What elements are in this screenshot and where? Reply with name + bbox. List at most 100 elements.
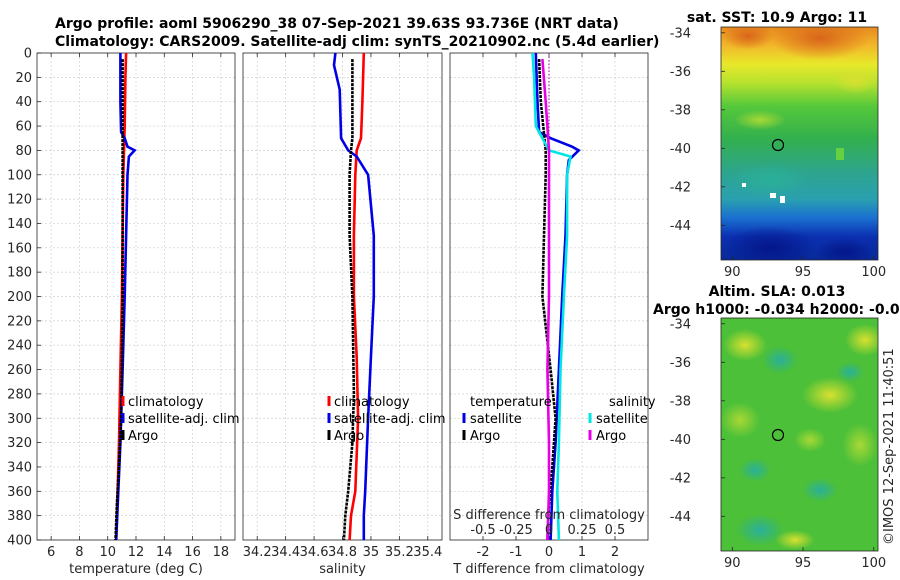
sstTicks-y-tick: -36: [670, 65, 691, 80]
slaTicks-y-tick: -44: [670, 510, 691, 525]
salinity-legend-item: Argo: [334, 429, 364, 444]
slaTicks-y-tick: -36: [670, 356, 691, 371]
difference-series-s-satellite: [531, 52, 572, 541]
diff-s-tick: 0: [545, 523, 553, 538]
temperature-legend-item: satellite-adj. clim: [128, 412, 240, 427]
difference-x-tick: -2: [477, 545, 490, 560]
sstTicks-x-tick: 100: [861, 265, 886, 280]
diff-s-tick: -0.25: [499, 523, 533, 538]
slaTicks-y-tick: -38: [670, 394, 691, 409]
temperature-y-tick: 300: [7, 412, 32, 427]
sla-map-title-1: Altim. SLA: 0.013: [709, 284, 846, 300]
temperature-y-tick: 360: [7, 485, 32, 500]
temperature-y-tick: 40: [15, 95, 32, 110]
temperature-y-tick: 200: [7, 290, 32, 305]
salinity-x-label: salinity: [319, 562, 366, 577]
difference-series-t-argo: [537, 59, 557, 541]
temperature-x-tick: 14: [156, 545, 173, 560]
salinity-legend-item: climatology: [334, 395, 410, 410]
temperature-y-tick: 0: [24, 47, 32, 62]
diff-s-tick: 0.25: [568, 523, 597, 538]
slaTicks-y-tick: -34: [670, 317, 691, 332]
temperature-x-tick: 18: [213, 545, 230, 560]
sst-map: sat. SST: 10.9 Argo: 11 90 95 100 -34 -36 -38…: [670, 10, 886, 280]
salinity-series-satellite-adj.-clim: [332, 52, 376, 540]
temperature-y-tick: 320: [7, 436, 32, 451]
temperature-legend-item: climatology: [128, 395, 204, 410]
salinity-x-tick: 34.6: [300, 545, 329, 560]
slaTicks-y-tick: -42: [670, 471, 691, 486]
diff-s-axis-label: S difference from climatology: [453, 508, 645, 523]
temperature-legend-item: Argo: [128, 429, 158, 444]
sst-map-title: sat. SST: 10.9 Argo: 11: [687, 10, 867, 26]
slaTicks-x-tick: 90: [724, 556, 741, 571]
sstTicks-y-tick: -42: [670, 180, 691, 195]
temperature-y-tick: 100: [7, 168, 32, 183]
temperature-y-tick: 140: [7, 217, 32, 232]
sstTicks-y-tick: -40: [670, 142, 691, 157]
temperature-x-tick: 8: [75, 545, 83, 560]
diff-s-tick: -0.5: [470, 523, 495, 538]
temperature-series-argo: [114, 59, 124, 541]
diff-legend-item: satellite: [470, 412, 522, 427]
sstTicks-y-tick: -38: [670, 103, 691, 118]
sstTicks-x-tick: 90: [724, 265, 741, 280]
salinity-legend-item: satellite-adj. clim: [334, 412, 446, 427]
diff-legend-item: Argo: [596, 429, 626, 444]
sstTicks-y-tick: -34: [670, 26, 691, 41]
temperature-y-tick: 340: [7, 460, 32, 475]
difference-x-tick: 1: [578, 545, 586, 560]
panel-temperature: 6 8 10 12 14 16 180204060801001201401601802002…: [7, 47, 239, 578]
sst-field: [721, 27, 878, 260]
temperature-y-tick: 400: [7, 534, 32, 549]
salinity-x-tick: 34.2: [243, 545, 272, 560]
salinity-x-tick: 35: [363, 545, 380, 560]
temperature-y-tick: 260: [7, 363, 32, 378]
sla-map: Altim. SLA: 0.013 Argo h1000: -0.034 h20…: [653, 284, 900, 571]
sstTicks-x-tick: 95: [795, 265, 812, 280]
temperature-x-tick: 6: [47, 545, 55, 560]
temperature-y-tick: 240: [7, 339, 32, 354]
temperature-x-tick: 16: [184, 545, 201, 560]
temperature-x-tick: 10: [99, 545, 116, 560]
slaTicks-y-tick: -40: [670, 433, 691, 448]
temperature-y-tick: 160: [7, 241, 32, 256]
title-line-1: Argo profile: aoml 5906290_38 07-Sep-202…: [55, 16, 619, 32]
sstTicks-y-tick: -44: [670, 219, 691, 234]
panel-difference: -2 -1 0 1 2 T difference from climatology temp…: [449, 52, 656, 577]
salinity-x-tick: 34.8: [328, 545, 357, 560]
title-line-2: Climatology: CARS2009. Satellite-adj cli…: [55, 34, 659, 50]
salinity-series-argo: [342, 59, 356, 541]
sla-map-title-2: Argo h1000: -0.034 h2000: -0.039: [653, 302, 900, 318]
temperature-y-tick: 60: [15, 120, 32, 135]
diff-legend-item: Argo: [470, 429, 500, 444]
difference-x-tick: 2: [611, 545, 619, 560]
diff-legend-header-salinity: salinity: [609, 395, 656, 410]
slaTicks-x-tick: 100: [861, 556, 886, 571]
temperature-y-tick: 80: [15, 144, 32, 159]
salinity-x-tick: 35.2: [385, 545, 414, 560]
salinity-x-tick: 35.4: [413, 545, 442, 560]
temperature-x-label: temperature (deg C): [69, 562, 203, 577]
sst-argo-marker: [771, 138, 785, 152]
salinity-series-climatology: [348, 52, 366, 541]
panel-salinity: 34.2 34.4 34.6 34.8 35 35.2 35.4 salinity climat…: [242, 52, 446, 577]
slaTicks-x-tick: 95: [795, 556, 812, 571]
diff-legend-header-temperature: temperature: [470, 395, 552, 410]
temperature-y-tick: 20: [15, 71, 32, 86]
temperature-x-tick: 12: [128, 545, 145, 560]
difference-series-s-argo: [541, 58, 551, 541]
temperature-y-tick: 280: [7, 387, 32, 402]
temperature-y-tick: 380: [7, 509, 32, 524]
diff-legend-item: satellite: [596, 412, 648, 427]
temperature-y-tick: 220: [7, 314, 32, 329]
difference-x-tick: -1: [510, 545, 523, 560]
salinity-x-tick: 34.4: [271, 545, 300, 560]
sla-argo-marker: [771, 428, 785, 442]
temperature-y-tick: 120: [7, 193, 32, 208]
difference-x-tick: 0: [545, 545, 553, 560]
copyright-text: ©IMOS 12-Sep-2021 11:40:51: [882, 348, 897, 545]
diff-s-tick: 0.5: [605, 523, 626, 538]
